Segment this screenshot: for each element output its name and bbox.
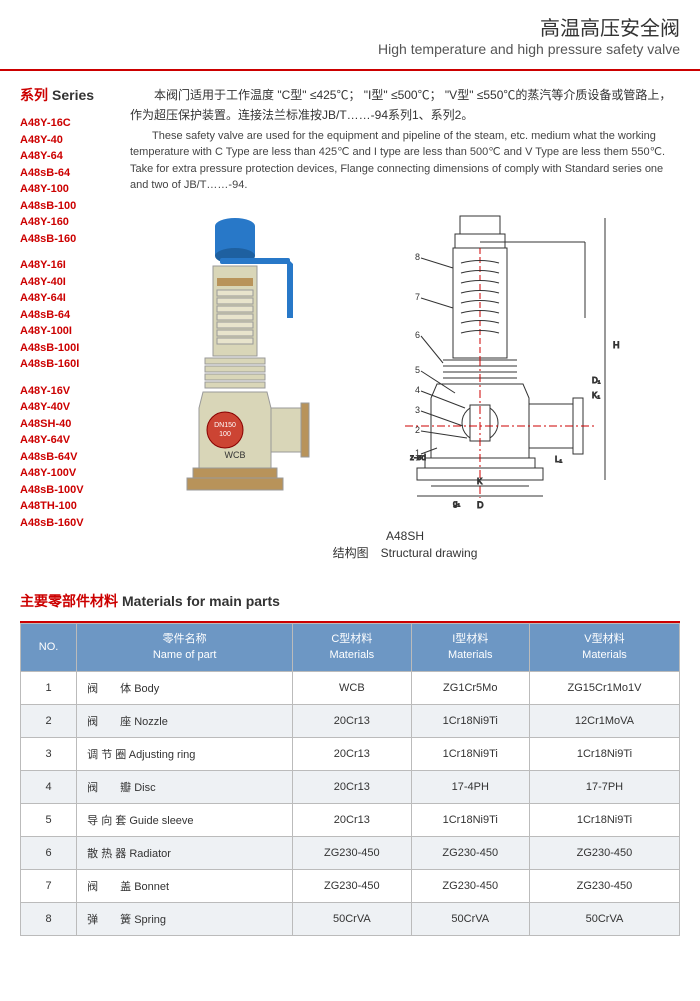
svg-text:K: K — [477, 477, 483, 486]
table-row: 4 阀 瓣 Disc 20Cr13 17-4PH 17-7PH — [21, 771, 680, 804]
series-item: A48TH-100 — [20, 498, 110, 515]
series-item: A48Y-40V — [20, 399, 110, 416]
series-item: A48Y-64I — [20, 290, 110, 307]
series-item: A48Y-64 — [20, 148, 110, 165]
table-row: 1 阀 体 Body WCB ZG1Cr5Mo ZG15Cr1Mo1V — [21, 672, 680, 705]
table-row: 8 弹 簧 Spring 50CrVA 50CrVA 50CrVA — [21, 903, 680, 936]
series-item: A48sB-100V — [20, 482, 110, 499]
svg-text:5: 5 — [415, 365, 420, 375]
svg-text:8: 8 — [415, 252, 420, 262]
structural-drawing: H D K D₁ K₁ L₁ z-ød g₁ 8 7 — [355, 208, 635, 518]
series-item: A48sB-64 — [20, 165, 110, 182]
col-name: 零件名称Name of part — [77, 624, 293, 672]
top-section: 系列Series A48Y-16CA48Y-40A48Y-64A48sB-64A… — [20, 85, 680, 581]
series-item: A48Y-40 — [20, 132, 110, 149]
series-item: A48sB-160 — [20, 231, 110, 248]
description-cn: 本阀门适用于工作温度 "C型" ≤425℃； "I型" ≤500℃； "V型" … — [130, 85, 680, 126]
svg-text:D: D — [477, 500, 484, 510]
table-row: 3 调 节 圈 Adjusting ring 20Cr13 1Cr18Ni9Ti… — [21, 738, 680, 771]
description-column: 本阀门适用于工作温度 "C型" ≤425℃； "I型" ≤500℃； "V型" … — [130, 85, 680, 581]
series-item: A48sB-100 — [20, 198, 110, 215]
svg-text:1: 1 — [415, 448, 420, 458]
series-item: A48Y-16I — [20, 257, 110, 274]
series-item: A48Y-16C — [20, 115, 110, 132]
series-item: A48Y-100I — [20, 323, 110, 340]
series-item: A48SH-40 — [20, 416, 110, 433]
series-item: A48sB-160I — [20, 356, 110, 373]
svg-text:D₁: D₁ — [592, 376, 601, 385]
svg-text:100: 100 — [219, 431, 231, 438]
col-no: NO. — [21, 624, 77, 672]
series-item: A48sB-160V — [20, 515, 110, 532]
series-column: 系列Series A48Y-16CA48Y-40A48Y-64A48sB-64A… — [20, 85, 110, 581]
svg-text:7: 7 — [415, 292, 420, 302]
product-photo: DN150 100 WCB — [175, 208, 325, 518]
svg-text:2: 2 — [415, 425, 420, 435]
series-item: A48sB-64V — [20, 449, 110, 466]
svg-text:4: 4 — [415, 385, 420, 395]
figure-caption: A48SH 结构图 Structural drawing — [130, 528, 680, 562]
series-item: A48Y-16V — [20, 383, 110, 400]
col-c: C型材料Materials — [293, 624, 411, 672]
series-item: A48Y-100 — [20, 181, 110, 198]
description-en: These safety valve are used for the equi… — [130, 128, 680, 194]
materials-table: NO. 零件名称Name of part C型材料Materials I型材料M… — [20, 623, 680, 936]
title-cn: 高温高压安全阀 — [20, 12, 680, 41]
col-v: V型材料Materials — [529, 624, 679, 672]
divider-top — [0, 69, 700, 71]
svg-text:g₁: g₁ — [453, 499, 460, 508]
svg-text:DN150: DN150 — [214, 422, 236, 429]
series-item: A48Y-64V — [20, 432, 110, 449]
table-row: 7 阀 盖 Bonnet ZG230-450 ZG230-450 ZG230-4… — [21, 870, 680, 903]
svg-text:3: 3 — [415, 405, 420, 415]
page-header: 高温高压安全阀 High temperature and high pressu… — [0, 0, 700, 65]
svg-text:H: H — [613, 340, 620, 350]
col-i: I型材料Materials — [411, 624, 529, 672]
series-item: A48sB-64 — [20, 307, 110, 324]
series-item: A48Y-40I — [20, 274, 110, 291]
materials-title: 主要零部件材料Materials for main parts — [20, 591, 680, 611]
table-row: 5 导 向 套 Guide sleeve 20Cr13 1Cr18Ni9Ti 1… — [21, 804, 680, 837]
series-item: A48Y-100V — [20, 465, 110, 482]
table-row: 6 散 热 器 Radiator ZG230-450 ZG230-450 ZG2… — [21, 837, 680, 870]
series-title: 系列Series — [20, 85, 110, 105]
series-item: A48sB-100I — [20, 340, 110, 357]
svg-text:WCB: WCB — [225, 450, 246, 460]
svg-text:6: 6 — [415, 330, 420, 340]
svg-text:L₁: L₁ — [555, 455, 562, 464]
images-row: DN150 100 WCB — [130, 208, 680, 518]
title-en: High temperature and high pressure safet… — [20, 41, 680, 57]
table-row: 2 阀 座 Nozzle 20Cr13 1Cr18Ni9Ti 12Cr1MoVA — [21, 705, 680, 738]
series-item: A48Y-160 — [20, 214, 110, 231]
series-list: A48Y-16CA48Y-40A48Y-64A48sB-64A48Y-100A4… — [20, 115, 110, 531]
svg-text:K₁: K₁ — [592, 391, 600, 400]
